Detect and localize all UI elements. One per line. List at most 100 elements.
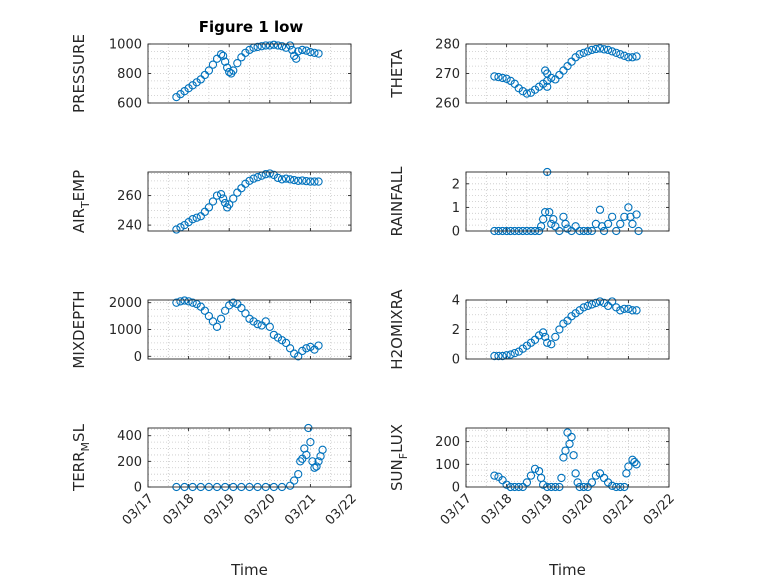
data-point <box>624 203 633 212</box>
data-point <box>543 82 552 91</box>
y-tick-label: 0 <box>134 481 142 496</box>
y-tick-label: 1000 <box>109 323 142 338</box>
data-point <box>310 463 319 472</box>
data-point <box>591 298 601 308</box>
data-point <box>583 47 592 56</box>
data-point <box>561 446 570 455</box>
x-axis-label: Time <box>230 561 268 579</box>
y-tick-label: 400 <box>117 429 142 444</box>
data-point <box>573 478 582 487</box>
data-point <box>241 309 250 318</box>
data-point <box>599 473 609 483</box>
data-point <box>225 301 234 310</box>
data-point <box>233 59 242 68</box>
data-point <box>310 48 319 57</box>
data-point <box>314 341 323 350</box>
y-tick-label: 0 <box>452 225 460 240</box>
data-point <box>314 49 323 58</box>
data-point <box>306 177 315 186</box>
data-point <box>595 469 605 478</box>
data-point <box>541 332 550 342</box>
data-point <box>176 297 185 306</box>
data-point <box>547 340 556 349</box>
data-point <box>253 173 262 182</box>
data-point <box>551 222 560 231</box>
data-point <box>290 175 299 185</box>
data-point <box>298 176 307 185</box>
y-tick-label: 270 <box>435 67 460 82</box>
data-point <box>318 445 327 454</box>
data-point <box>306 342 315 352</box>
data-point <box>571 469 580 478</box>
data-point <box>245 176 254 185</box>
data-point <box>229 66 238 75</box>
data-point <box>599 45 609 54</box>
y-tick-label: 200 <box>435 435 460 450</box>
y-tick-label: 260 <box>117 189 142 204</box>
data-point <box>208 317 218 326</box>
data-point <box>587 478 597 487</box>
data-point <box>269 40 279 49</box>
data-point <box>229 194 238 203</box>
data-point <box>620 51 629 60</box>
data-point <box>632 306 641 315</box>
data-point <box>595 44 605 53</box>
data-point <box>591 44 601 54</box>
data-point <box>277 42 287 51</box>
data-point <box>265 41 274 50</box>
y-axis-label: SUNFLUX <box>388 424 410 491</box>
data-point <box>306 47 315 57</box>
data-point <box>281 338 291 348</box>
data-point <box>603 219 613 229</box>
y-tick-label: 1000 <box>109 38 142 53</box>
y-tick-label: 2000 <box>109 296 142 311</box>
data-point <box>273 173 283 183</box>
data-point <box>192 213 201 222</box>
data-point <box>314 177 323 186</box>
data-point <box>545 207 554 217</box>
data-point <box>225 67 234 77</box>
data-point <box>522 478 532 487</box>
data-point <box>561 219 570 229</box>
data-point <box>547 73 556 83</box>
data-point <box>616 219 625 229</box>
data-point <box>632 52 641 61</box>
data-point <box>277 175 287 184</box>
data-point <box>563 224 572 233</box>
data-point <box>265 322 274 331</box>
data-point <box>204 311 214 321</box>
y-axis-label: MIXDEPTH <box>70 290 88 368</box>
data-point <box>200 306 209 315</box>
axes-box <box>147 299 352 360</box>
data-point <box>218 51 228 60</box>
data-point <box>290 476 299 485</box>
data-point <box>216 50 226 59</box>
data-point <box>204 203 214 212</box>
subplot-3: 240 260 AIRTEMP <box>70 169 352 234</box>
data-point <box>265 169 274 178</box>
axes-box <box>465 43 670 104</box>
data-point <box>287 45 297 55</box>
data-point <box>555 325 564 334</box>
data-point <box>294 352 303 361</box>
data-point <box>310 177 319 186</box>
data-point <box>616 306 625 315</box>
data-point <box>172 298 181 307</box>
data-point <box>579 303 588 312</box>
data-point <box>285 175 295 184</box>
data-point <box>557 473 566 483</box>
data-point <box>624 304 633 313</box>
y-tick-label: 4 <box>452 294 460 309</box>
subplot-5: 0 1000 2000 MIXDEPTH <box>70 290 352 369</box>
y-axis-label: PRESSURE <box>70 34 88 113</box>
data-point <box>188 215 197 224</box>
y-tick-label: 0 <box>452 481 460 496</box>
data-point <box>632 210 641 219</box>
y-tick-label: 2 <box>452 177 460 192</box>
data-point <box>208 60 218 69</box>
data-point <box>526 471 536 480</box>
data-point <box>285 41 295 50</box>
data-point <box>269 330 279 340</box>
axes-box <box>465 299 670 360</box>
data-point <box>620 304 629 313</box>
